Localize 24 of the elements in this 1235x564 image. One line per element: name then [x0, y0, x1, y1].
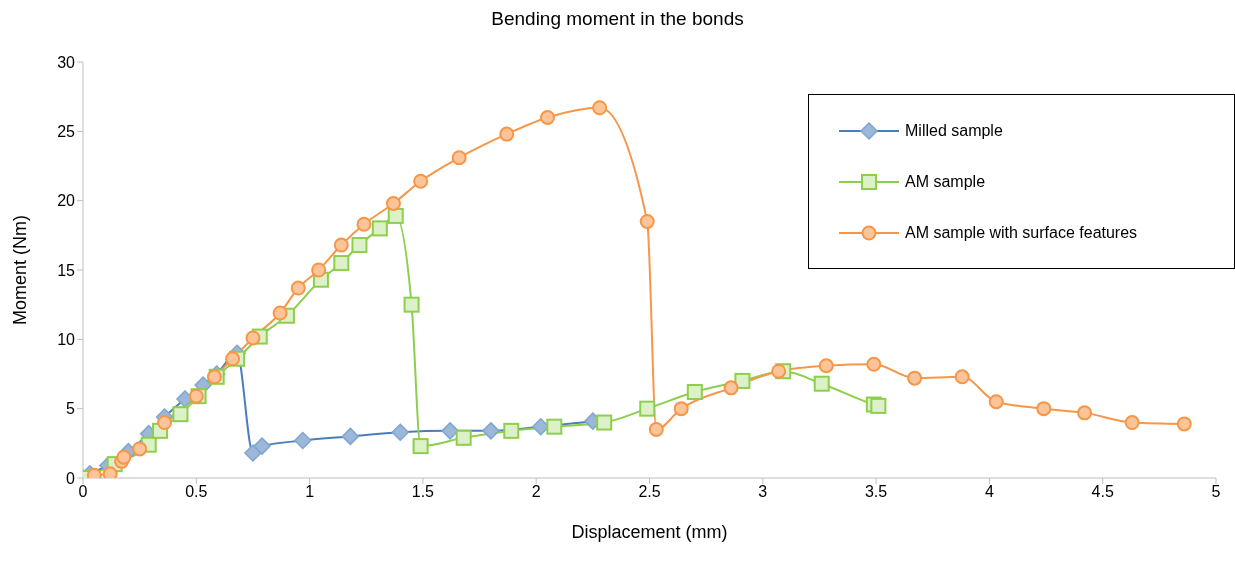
- x-tick-label: 1: [305, 483, 315, 501]
- x-tick-label: 5: [1211, 483, 1221, 501]
- x-tick-label: 4.5: [1091, 483, 1114, 501]
- y-tick-label: 10: [57, 331, 76, 349]
- y-tick-label: 5: [66, 400, 76, 418]
- legend-label: AM sample with surface features: [905, 223, 1138, 242]
- x-tick-label: 4: [984, 483, 994, 501]
- y-tick-label: 15: [57, 261, 76, 279]
- legend-label: AM sample: [905, 172, 986, 191]
- x-tick-label: 0.5: [185, 483, 208, 501]
- x-tick-label: 2: [531, 483, 541, 501]
- x-axis-title: Displacement (mm): [571, 522, 728, 542]
- legend-label: Milled sample: [905, 121, 1003, 140]
- x-tick-label: 1.5: [411, 483, 435, 501]
- x-tick-label: 3.5: [864, 483, 888, 501]
- x-tick-label: 0: [78, 483, 88, 501]
- chart-title: Bending moment in the bonds: [490, 8, 745, 31]
- y-tick-label: 20: [57, 192, 76, 210]
- y-tick-label: 0: [66, 469, 76, 487]
- y-tick-label: 25: [57, 123, 76, 141]
- y-axis-title: Moment (Nm): [10, 214, 31, 326]
- x-tick-label: 3: [758, 483, 768, 501]
- x-tick-label: 2.5: [638, 483, 661, 501]
- y-tick-label: 30: [57, 53, 76, 71]
